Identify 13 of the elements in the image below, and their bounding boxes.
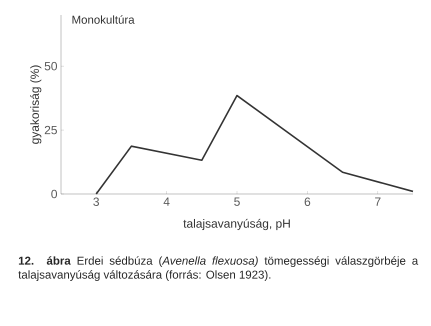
x-tick-label: 3 — [93, 198, 99, 206]
y-axis-title: gyakoriság (%) — [30, 65, 42, 144]
y-tick-label: 50 — [44, 62, 58, 70]
y-tick-label: 25 — [44, 126, 57, 134]
line-series — [95, 94, 414, 195]
text: 12. ábra Erdei sédbúza (Avenella flexuosa) tömegességi válaszgörbéje a talajsavanyúság változására (forrás: Olsen 1923). — [18, 256, 418, 281]
chart-title: Monokultúra — [72, 15, 135, 24]
x-axis-title: talajsavanyúság, pH — [183, 218, 290, 230]
y-tick-label: 0 — [51, 190, 58, 198]
x-tick-label: 5 — [234, 198, 240, 206]
x-tick-label: 6 — [304, 198, 310, 206]
x-tick-label: 7 — [375, 198, 381, 206]
x-tick-label: 4 — [164, 198, 170, 206]
